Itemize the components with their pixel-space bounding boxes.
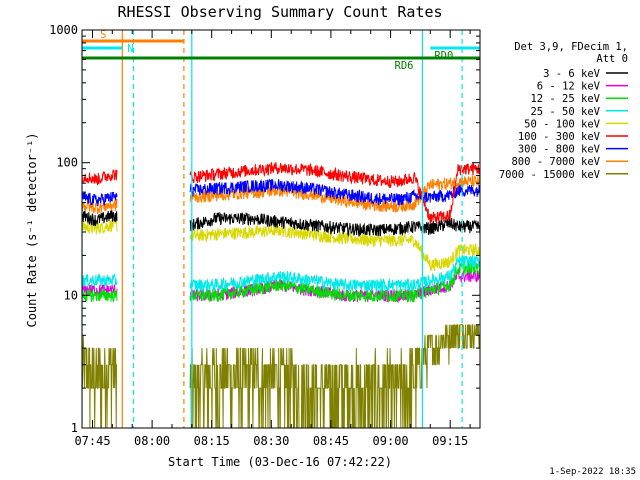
flag-layer: S N RD0 RD6 xyxy=(82,29,480,72)
x-axis-label: Start Time (03-Dec-16 07:42:22) xyxy=(168,455,392,469)
x-tick-label: 08:15 xyxy=(194,434,230,448)
legend-label: 7000 - 15000 keV xyxy=(499,169,601,181)
x-tick-label: 09:00 xyxy=(373,434,409,448)
x-tick-label: 08:45 xyxy=(313,434,349,448)
x-tick-label: 08:00 xyxy=(134,434,170,448)
y-axis-label: Count Rate (s⁻¹ detector⁻¹) xyxy=(25,132,39,327)
legend-label: 3 - 6 keV xyxy=(543,68,601,80)
y-tick-label: 1000 xyxy=(49,23,78,37)
legend-label: 800 - 7000 keV xyxy=(511,156,600,168)
legend-label: 6 - 12 keV xyxy=(537,81,601,93)
legend-label: 12 - 25 keV xyxy=(530,93,600,105)
series-trace-3 xyxy=(82,255,480,293)
legend-label: 50 - 100 keV xyxy=(524,118,601,130)
legend-label: 300 - 800 keV xyxy=(518,144,601,156)
y-tick-label: 100 xyxy=(56,156,78,170)
flag-label-RD6: RD6 xyxy=(395,60,414,72)
x-tick-label: 07:45 xyxy=(74,434,110,448)
axis-layer: 1 10 100 1000 07:45 08:00 08:15 08:30 08:45 09:00… xyxy=(49,23,480,448)
flag-label-RD0: RD0 xyxy=(434,50,453,62)
series-trace-6 xyxy=(82,178,480,207)
flag-label-N: N xyxy=(127,43,133,55)
series-trace-2 xyxy=(82,261,480,304)
plot-frame xyxy=(81,29,481,429)
chart-title: RHESSI Observing Summary Count Rates xyxy=(117,3,442,21)
legend-label: 25 - 50 keV xyxy=(530,106,600,118)
x-tick-label: 09:15 xyxy=(432,434,468,448)
series-trace-5 xyxy=(82,162,480,225)
legend-header-line: Det 3,9, FDecim 1, xyxy=(514,41,628,53)
series-layer xyxy=(82,162,480,428)
footer-timestamp: 1-Sep-2022 18:35 xyxy=(549,467,636,477)
series-trace-8 xyxy=(82,324,480,428)
y-tick-label: 10 xyxy=(64,288,78,302)
flag-label-S: S xyxy=(100,29,106,41)
marker-layer xyxy=(82,30,463,428)
x-tick-label: 08:30 xyxy=(253,434,289,448)
y-tick-label: 1 xyxy=(71,421,78,435)
legend-label: 100 - 300 keV xyxy=(518,131,601,143)
legend-header-line: Att 0 xyxy=(596,53,628,65)
series-trace-0 xyxy=(82,210,480,238)
